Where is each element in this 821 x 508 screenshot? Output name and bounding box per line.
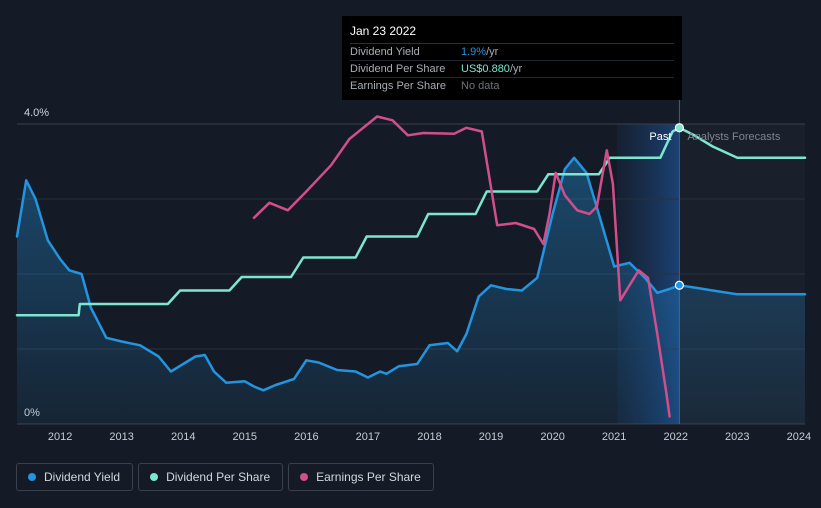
tooltip-value: No data (461, 80, 500, 92)
tooltip-label: Dividend Yield (350, 46, 420, 58)
tooltip-unit: /yr (509, 63, 523, 75)
tooltip-value: US$0.880 (461, 63, 510, 75)
tooltip-value: 1.9% (461, 46, 487, 58)
tooltip-label: Earnings Per Share (350, 80, 446, 92)
x-tick-label: 2014 (171, 431, 195, 443)
tooltip-row-dividend-yield: Dividend Yield 1.9% /yr (350, 44, 674, 61)
y-axis-top-label: 4.0% (24, 107, 49, 119)
x-tick-label: 2023 (725, 431, 749, 443)
legend-label: Earnings Per Share (316, 470, 421, 484)
x-tick-label: 2015 (233, 431, 257, 443)
x-tick-label: 2022 (663, 431, 687, 443)
legend-item-earnings-per-share[interactable]: Earnings Per Share (288, 463, 434, 491)
earnings-per-share-dot-icon (300, 473, 309, 481)
dividend-yield-dot-icon (28, 473, 36, 481)
tooltip-date: Jan 23 2022 (350, 24, 674, 44)
legend-item-dividend-per-share[interactable]: Dividend Per Share (138, 463, 284, 491)
tooltip: Jan 23 2022 Dividend Yield 1.9% /yr Divi… (342, 16, 682, 100)
x-tick-label: 2019 (479, 431, 503, 443)
tooltip-label: Dividend Per Share (350, 63, 446, 75)
dividend-per-share-line (15, 126, 807, 317)
legend-label: Dividend Yield (44, 470, 121, 484)
x-tick-label: 2013 (109, 431, 133, 443)
tooltip-unit: /yr (486, 46, 499, 58)
x-tick-label: 2017 (356, 431, 380, 443)
dividend-yield-area (17, 157, 805, 425)
dividend-per-share-marker (674, 123, 685, 133)
legend-item-dividend-yield[interactable]: Dividend Yield (16, 463, 134, 491)
past-label: Past (649, 131, 671, 143)
x-tick-label: 2024 (787, 431, 811, 443)
legend-label: Dividend Per Share (166, 470, 271, 484)
earnings-per-share-line (252, 115, 671, 418)
x-tick-label: 2016 (294, 431, 318, 443)
legend: Dividend Yield Dividend Per Share Earnin… (16, 463, 434, 491)
x-tick-label: 2018 (417, 431, 441, 443)
forecast-label: Analysts Forecasts (687, 131, 780, 143)
tooltip-row-earnings-per-share: Earnings Per Share No data (350, 78, 674, 94)
dividend-per-share-dot-icon (150, 473, 159, 481)
x-tick-label: 2012 (48, 431, 72, 443)
dividend-yield-line (15, 156, 807, 392)
x-tick-label: 2021 (602, 431, 626, 443)
x-tick-label: 2020 (540, 431, 564, 443)
tooltip-row-dividend-per-share: Dividend Per Share US$0.880 /yr (350, 61, 674, 78)
dividend-yield-marker (674, 280, 685, 290)
